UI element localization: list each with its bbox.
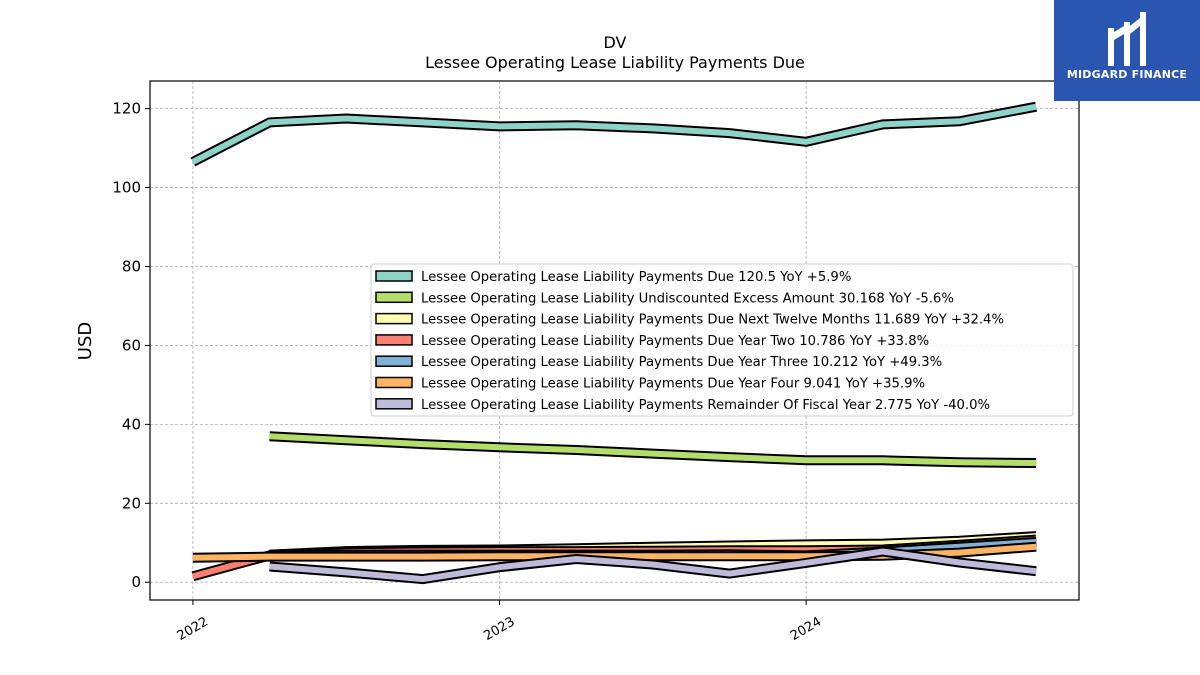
legend-swatch — [375, 355, 413, 367]
plot-frame — [149, 80, 1080, 601]
legend-entry: Lessee Operating Lease Liability Payment… — [421, 334, 929, 349]
y-tick-label: 0 — [131, 573, 141, 591]
y-tick-label: 60 — [122, 336, 141, 354]
legend-entry: Lessee Operating Lease Liability Payment… — [421, 355, 942, 370]
y-tick-label: 80 — [122, 257, 141, 275]
series-lines — [190, 101, 1038, 585]
y-tick-label: 120 — [112, 100, 141, 118]
x-tick-label: 2022 — [175, 614, 211, 644]
chart-subtitle: Lessee Operating Lease Liability Payment… — [425, 53, 805, 72]
legend-entry: Lessee Operating Lease Liability Payment… — [421, 313, 1004, 328]
grid-lines — [150, 81, 1079, 600]
series-line — [269, 433, 1037, 466]
legend-box — [370, 263, 1074, 417]
y-tick-label: 40 — [122, 415, 141, 433]
brand-logo-mark-icon — [1108, 12, 1146, 66]
legend-entry: Lessee Operating Lease Liability Payment… — [421, 398, 990, 413]
brand-name: MIDGARD FINANCE — [1066, 68, 1188, 81]
legend-swatch — [375, 334, 413, 346]
legend-entry: Lessee Operating Lease Liability Payment… — [421, 377, 925, 392]
brand-logo: MIDGARD FINANCE — [1054, 0, 1200, 101]
x-tick-label: 2024 — [788, 614, 824, 644]
legend-swatch — [375, 270, 413, 282]
y-axis-label: USD — [75, 322, 96, 360]
legend-swatch — [375, 291, 413, 304]
chart-title: DV — [604, 33, 627, 52]
legend-entry: Lessee Operating Lease Liability Undisco… — [421, 291, 954, 306]
series-line-outline — [190, 101, 1038, 167]
series-line — [269, 548, 1037, 583]
legend-entry: Lessee Operating Lease Liability Payment… — [421, 270, 851, 285]
series-line — [191, 103, 1037, 165]
legend: Lessee Operating Lease Liability Payment… — [370, 263, 1074, 417]
legend-swatch — [375, 376, 413, 389]
y-tick-label: 100 — [112, 179, 141, 197]
y-tick-label: 20 — [122, 494, 141, 512]
legend-swatch — [375, 398, 413, 410]
legend-swatch — [375, 312, 413, 325]
x-tick-label: 2023 — [481, 614, 517, 644]
